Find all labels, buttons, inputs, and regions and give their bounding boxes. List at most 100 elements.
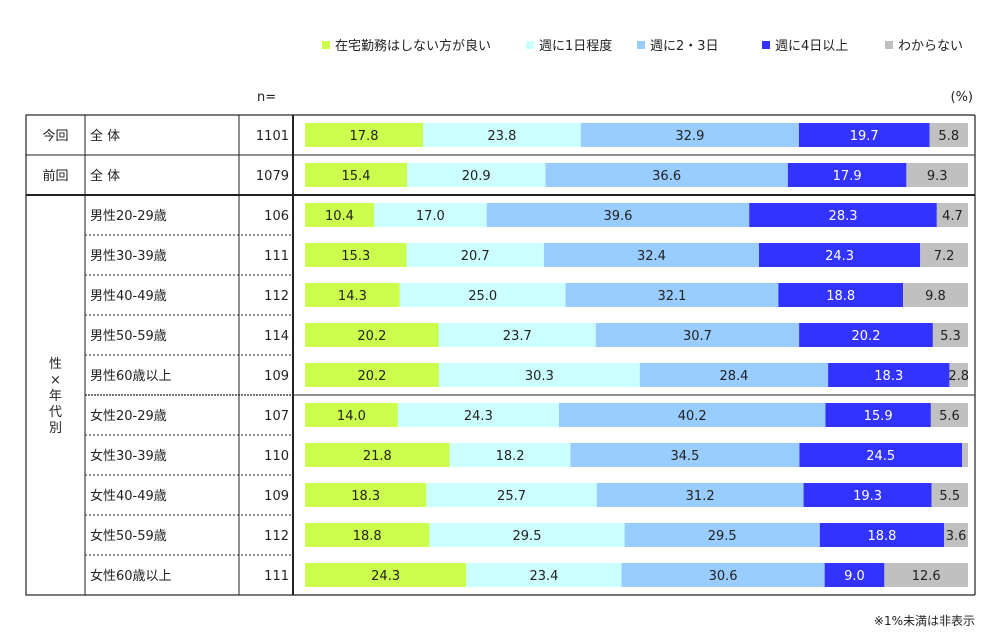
bar-segment — [305, 323, 439, 347]
bar-segment — [799, 323, 933, 347]
bar-segment — [305, 283, 400, 307]
data-label: 20.2 — [357, 329, 386, 344]
data-label: 30.6 — [709, 569, 738, 584]
bar-segment — [305, 563, 467, 587]
bar-segment — [466, 563, 622, 587]
bar-segment — [920, 243, 968, 267]
data-label: 28.4 — [719, 369, 748, 384]
bar-segment — [828, 363, 950, 387]
row-label: 女性60歳以上 — [90, 568, 172, 584]
row-n: 111 — [264, 249, 289, 264]
bar-segment — [305, 163, 407, 187]
bar-segment — [438, 323, 596, 347]
data-label: 24.3 — [371, 569, 400, 584]
data-label: 21.8 — [363, 449, 392, 464]
bar-segment — [749, 203, 937, 227]
row-label: 男性20-29歳 — [90, 209, 167, 224]
bar-segment — [558, 403, 826, 427]
data-label: 5.5 — [939, 489, 960, 504]
table-frame — [25, 114, 294, 596]
row-n: 106 — [264, 209, 289, 224]
data-label: 18.8 — [868, 529, 897, 544]
bar-segment — [545, 163, 788, 187]
row-n: 111 — [264, 569, 289, 584]
row-label: 男性60歳以上 — [90, 369, 172, 384]
bar-segment — [803, 483, 932, 507]
data-label: 24.3 — [464, 409, 493, 424]
legend-swatch — [526, 41, 534, 49]
data-label: 23.8 — [487, 129, 516, 144]
bars: 17.8 23.8 32.9 19.7 5.8 15.4 20.9 36.6 17.9 9.3 10… — [305, 123, 969, 587]
legend-label: 週に2・3日 — [650, 39, 719, 54]
bar-segment — [930, 403, 968, 427]
bar-segment — [305, 123, 424, 147]
data-label: 18.8 — [353, 529, 382, 544]
bar-segment — [305, 243, 407, 267]
bar-segment — [570, 443, 800, 467]
bar-segment — [884, 563, 968, 587]
bar-segment — [595, 323, 800, 347]
legend-swatch — [322, 41, 330, 49]
bar-segment — [373, 203, 487, 227]
bar-segment — [944, 523, 968, 547]
bar-segment — [639, 363, 829, 387]
bar-segment — [305, 203, 374, 227]
bar-segment — [949, 363, 968, 387]
bar-segment — [407, 163, 546, 187]
group-label: 前回 — [42, 168, 68, 184]
bar-segment — [936, 203, 968, 227]
bar-segment — [819, 523, 945, 547]
data-label: 9.8 — [925, 289, 946, 304]
bar-segment — [406, 243, 544, 267]
row-n: 112 — [264, 529, 289, 544]
legend-label: 在宅勤務はしない方が良い — [335, 38, 491, 54]
data-label: 5.8 — [938, 129, 959, 144]
row-n: 109 — [264, 489, 289, 504]
data-label: 25.0 — [468, 289, 497, 304]
row-label: 男性30-39歳 — [90, 249, 167, 264]
data-label: 24.3 — [825, 249, 854, 264]
data-label: 5.3 — [940, 329, 961, 344]
group-label: 今回 — [42, 128, 68, 144]
data-label: 9.3 — [927, 169, 948, 184]
bar-segment — [543, 243, 759, 267]
legend-label: わからない — [898, 39, 963, 54]
row-n: 110 — [264, 449, 289, 464]
bar-segment — [438, 363, 640, 387]
row-label: 女性50-59歳 — [90, 528, 167, 544]
data-label: 25.7 — [497, 489, 526, 504]
data-label: 32.1 — [657, 289, 686, 304]
data-label: 20.2 — [852, 329, 881, 344]
data-label: 20.9 — [462, 169, 491, 184]
data-label: 3.6 — [946, 529, 967, 544]
group-label: 性×年代別 — [49, 357, 62, 436]
bar-segment — [824, 563, 885, 587]
bar-segment — [962, 443, 968, 467]
bar-segment — [787, 163, 907, 187]
data-label: 7.2 — [934, 249, 955, 264]
bar-segment — [798, 123, 930, 147]
bar-segment — [906, 163, 968, 187]
legend-item: わからない — [885, 39, 963, 54]
data-label: 18.2 — [496, 449, 525, 464]
legend-swatch — [637, 41, 645, 49]
data-label: 31.2 — [686, 489, 715, 504]
bar-segment — [423, 123, 581, 147]
data-label: 39.6 — [603, 209, 632, 224]
bar-segment — [399, 283, 566, 307]
data-label: 29.5 — [708, 529, 737, 544]
row-label: 男性40-49歳 — [90, 289, 167, 304]
row-n: 1101 — [256, 129, 289, 144]
bar-segment — [429, 523, 625, 547]
row-n: 109 — [264, 369, 289, 384]
data-label: 30.7 — [683, 329, 712, 344]
data-label: 14.0 — [337, 409, 366, 424]
legend-swatch — [762, 41, 770, 49]
data-label: 23.7 — [503, 329, 532, 344]
bar-segment — [305, 523, 430, 547]
row-label: 全 体 — [90, 128, 120, 144]
bar-segment — [825, 403, 931, 427]
bar-segment — [778, 283, 904, 307]
data-label: 15.3 — [341, 249, 370, 264]
